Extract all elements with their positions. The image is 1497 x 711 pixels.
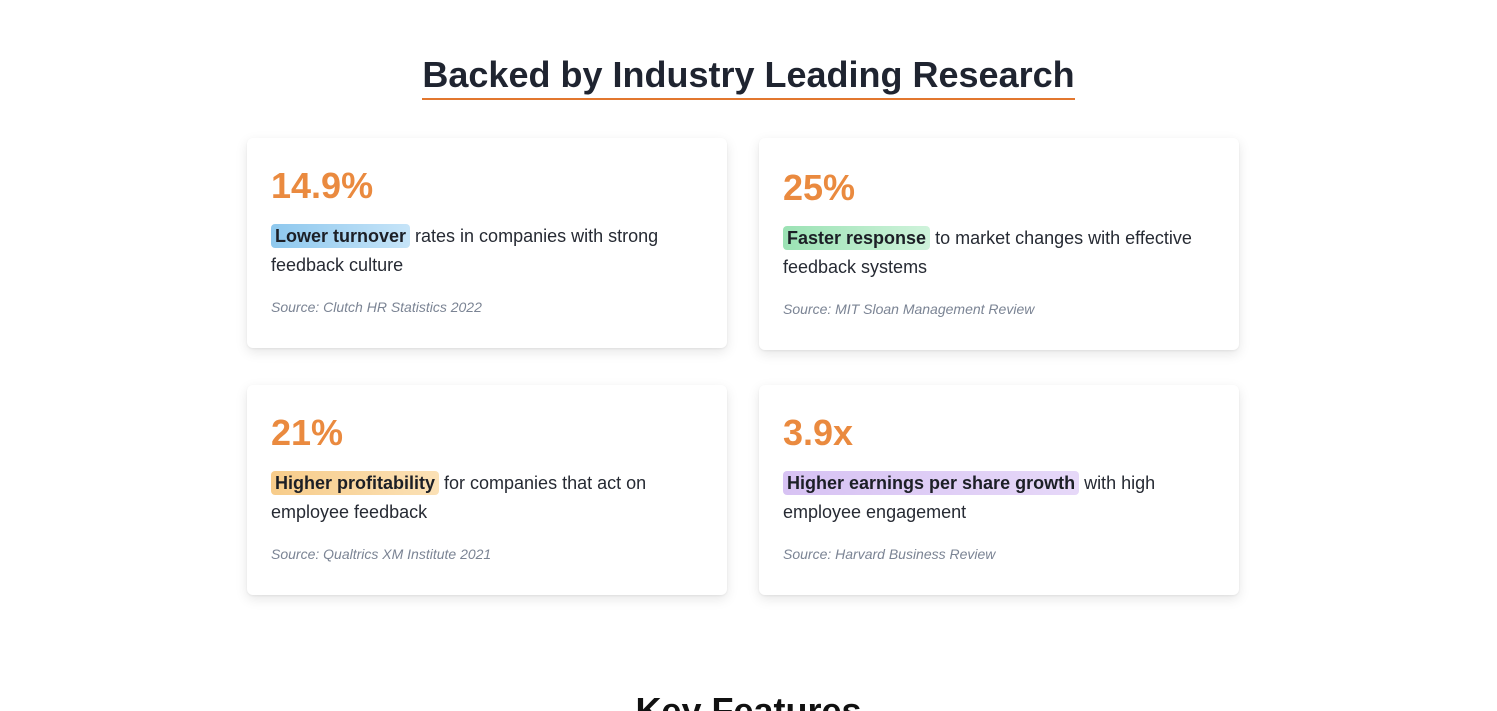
stat-card-profitability: 21% Higher profitability for companies t…: [247, 385, 727, 595]
stat-highlight: Lower turnover: [271, 224, 411, 248]
stat-source: Source: Clutch HR Statistics 2022: [271, 299, 482, 315]
stat-description-text: to market changes with effective feedbac…: [783, 228, 1192, 277]
key-features-title: Key Features: [635, 690, 862, 711]
research-section-title: Backed by Industry Leading Research: [0, 54, 1497, 100]
stat-description-text: rates in companies with strong feedback …: [271, 226, 659, 275]
stat-highlight: Faster response: [783, 226, 931, 250]
stat-description: Higher profitability for companies that …: [271, 469, 703, 527]
stat-source: Source: Qualtrics XM Institute 2021: [271, 546, 492, 562]
stat-card-earnings: 3.9x Higher earnings per share growth wi…: [759, 385, 1239, 595]
stat-value: 21%: [271, 412, 344, 453]
stat-highlight: Higher profitability: [271, 471, 440, 495]
stat-value: 3.9x: [783, 412, 854, 453]
stat-highlight: Higher earnings per share growth: [783, 471, 1080, 495]
stat-source: Source: Harvard Business Review: [783, 546, 996, 562]
stat-source: Source: MIT Sloan Management Review: [783, 301, 1035, 317]
stat-card-response: 25% Faster response to market changes wi…: [759, 138, 1239, 350]
stat-value: 25%: [783, 167, 856, 208]
stat-description-text: for companies that act on employee feedb…: [271, 473, 647, 522]
stat-card-turnover: 14.9% Lower turnover rates in companies …: [247, 138, 727, 348]
stat-description-text: with high employee engagement: [783, 473, 1156, 522]
stat-description: Lower turnover rates in companies with s…: [271, 222, 703, 280]
stat-value: 14.9%: [271, 165, 374, 206]
stat-description: Faster response to market changes with e…: [783, 224, 1215, 282]
stat-description: Higher earnings per share growth with hi…: [783, 469, 1215, 527]
research-title-text: Backed by Industry Leading Research: [422, 54, 1075, 100]
